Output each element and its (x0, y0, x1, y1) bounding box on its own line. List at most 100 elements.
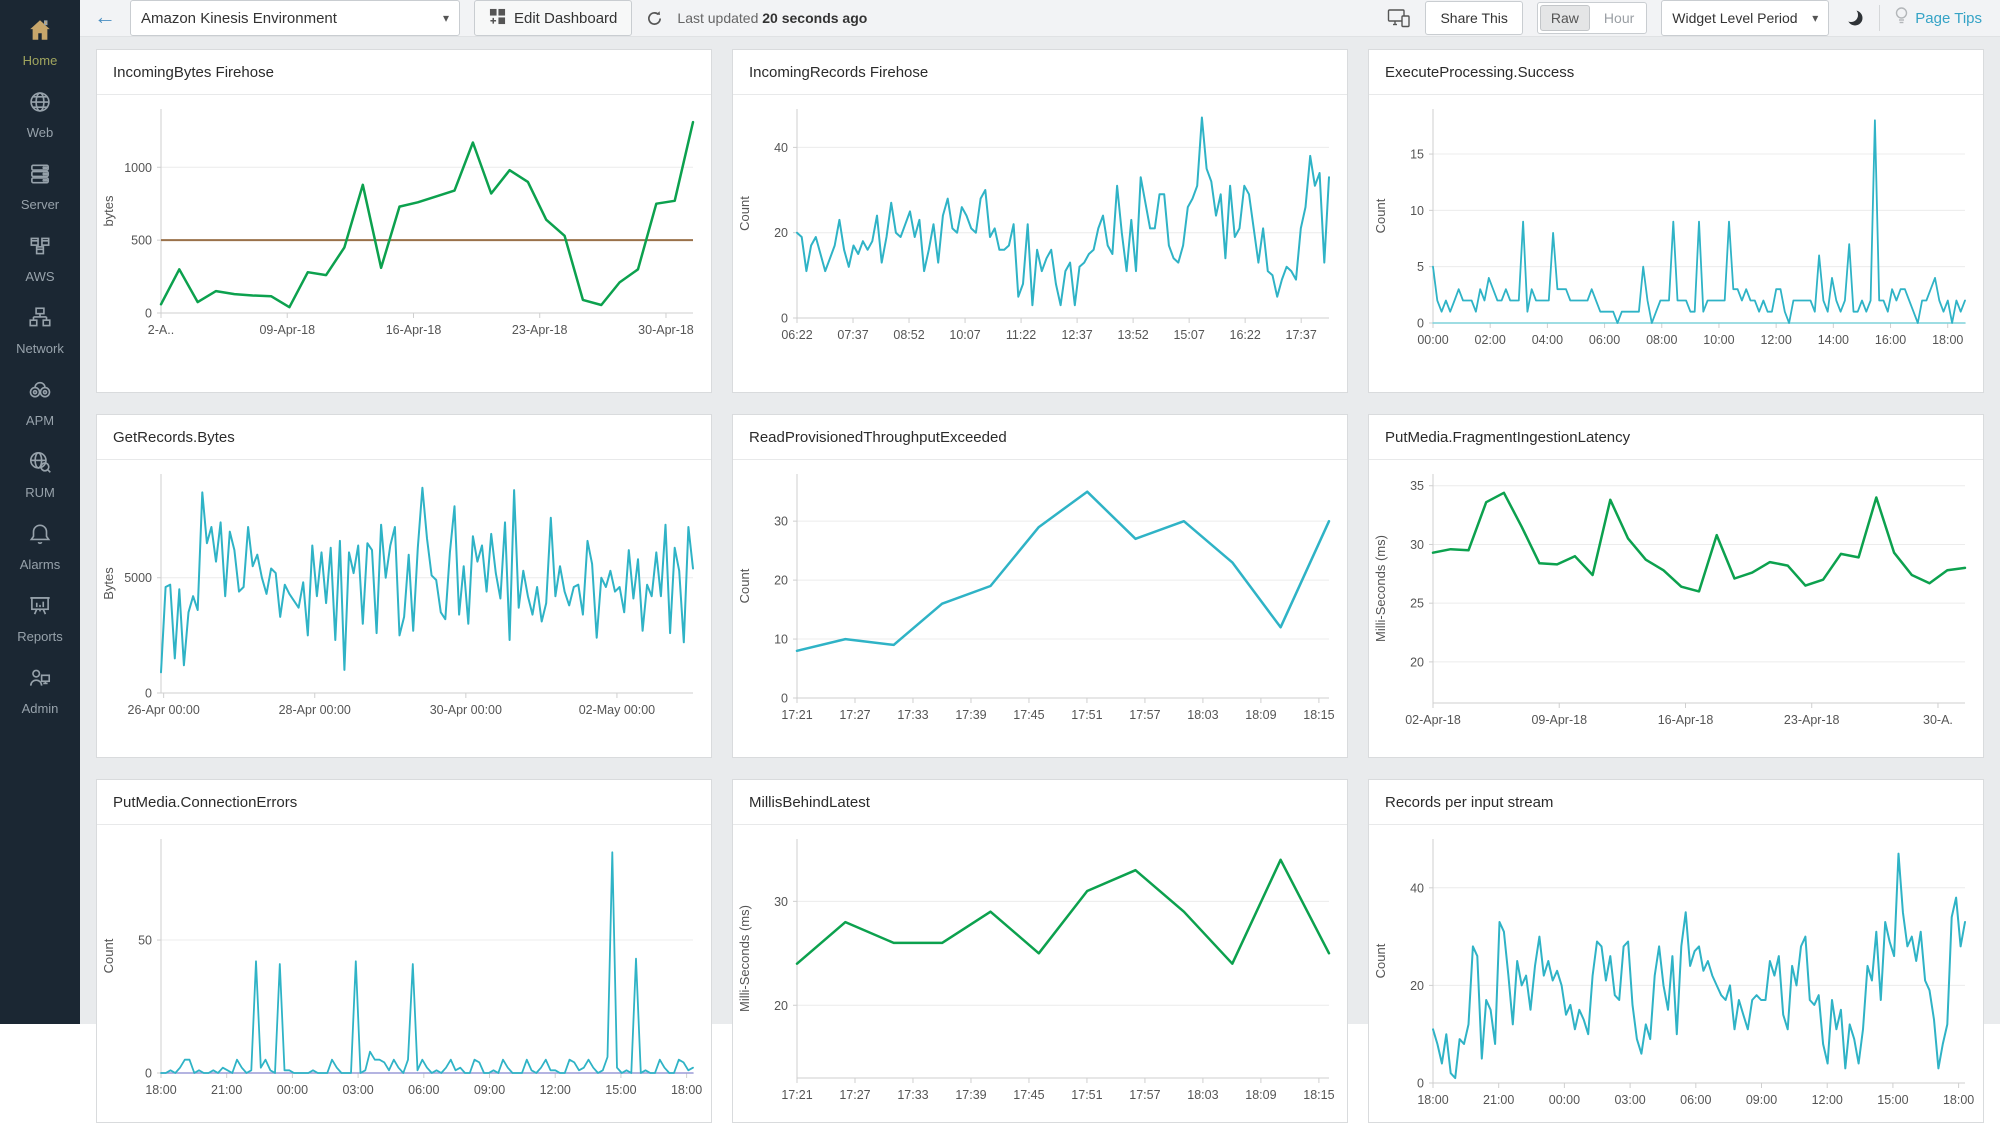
grid-plus-icon (489, 8, 506, 29)
widget-incomingrecords-firehose: IncomingRecords Firehose 0 20 40 06:22 07:37… (732, 49, 1348, 393)
presentation-icon (27, 593, 53, 624)
sidebar-item-label: AWS (25, 268, 55, 284)
svg-text:12:00: 12:00 (1760, 333, 1791, 347)
bulb-icon (1894, 6, 1909, 30)
svg-text:04:00: 04:00 (1532, 333, 1563, 347)
widget-level-period-value: Widget Level Period (1672, 10, 1798, 26)
edit-dashboard-label: Edit Dashboard (514, 9, 618, 27)
back-arrow-icon[interactable]: ← (94, 4, 116, 29)
svg-text:30: 30 (774, 895, 788, 909)
svg-text:18:03: 18:03 (1187, 708, 1218, 722)
svg-text:35: 35 (1410, 479, 1424, 493)
svg-text:06:00: 06:00 (1589, 333, 1620, 347)
svg-text:07:37: 07:37 (837, 328, 868, 342)
line-chart[interactable]: 0 500 1000 2-A.. 09-Apr-18 16-Apr-18 23-Apr-18… (97, 95, 711, 392)
svg-text:16-Apr-18: 16-Apr-18 (386, 323, 442, 337)
dashboard-selector-value: Amazon Kinesis Environment (141, 9, 337, 27)
svg-text:17:21: 17:21 (781, 708, 812, 722)
svg-text:17:39: 17:39 (955, 1088, 986, 1102)
svg-text:17:33: 17:33 (897, 1088, 928, 1102)
widget-title: GetRecords.Bytes (97, 415, 711, 460)
svg-text:23-Apr-18: 23-Apr-18 (1784, 713, 1840, 727)
svg-text:17:51: 17:51 (1071, 1088, 1102, 1102)
svg-text:16:00: 16:00 (1875, 333, 1906, 347)
svg-text:18:09: 18:09 (1245, 1088, 1276, 1102)
svg-text:11:22: 11:22 (1006, 328, 1036, 342)
line-chart[interactable]: 0 50 18:00 21:00 00:00 03:00 06:00 09:00 12:00 15… (97, 825, 711, 1122)
svg-text:03:00: 03:00 (342, 1083, 373, 1097)
svg-text:10:07: 10:07 (949, 328, 980, 342)
svg-text:15:00: 15:00 (605, 1083, 636, 1097)
aws-cubes-icon (27, 233, 53, 264)
divider (1879, 5, 1881, 31)
edit-dashboard-button[interactable]: Edit Dashboard (474, 0, 633, 36)
svg-text:0: 0 (145, 1067, 152, 1081)
devices-icon[interactable] (1387, 8, 1411, 28)
sidebar-item-apm[interactable]: APM (0, 366, 80, 438)
svg-text:17:45: 17:45 (1013, 1088, 1044, 1102)
svg-text:16-Apr-18: 16-Apr-18 (1658, 713, 1714, 727)
svg-text:09-Apr-18: 09-Apr-18 (1531, 713, 1587, 727)
line-chart[interactable]: 0 5 10 15 00:00 02:00 04:00 06:00 08:00 10:00 12:0… (1369, 95, 1983, 392)
svg-text:15:07: 15:07 (1173, 328, 1204, 342)
sidebar-item-web[interactable]: Web (0, 78, 80, 150)
sidebar-item-admin[interactable]: Admin (0, 654, 80, 726)
svg-text:00:00: 00:00 (277, 1083, 308, 1097)
widget-getrecords-bytes: GetRecords.Bytes 0 5000 26-Apr 00:00 28-Apr… (96, 414, 712, 758)
svg-text:02-May 00:00: 02-May 00:00 (579, 703, 655, 717)
line-chart[interactable]: 0 20 40 18:00 21:00 00:00 03:00 06:00 09:00 12:00… (1369, 825, 1983, 1122)
moon-icon[interactable] (1843, 7, 1865, 29)
sidebar-item-reports[interactable]: Reports (0, 582, 80, 654)
svg-text:0: 0 (1417, 317, 1424, 331)
svg-text:16:22: 16:22 (1230, 328, 1261, 342)
svg-text:20: 20 (774, 999, 788, 1013)
svg-text:18:15: 18:15 (1303, 1088, 1334, 1102)
svg-text:20: 20 (1410, 655, 1424, 669)
svg-text:5: 5 (1417, 260, 1424, 274)
svg-text:09-Apr-18: 09-Apr-18 (259, 323, 315, 337)
admin-user-icon (27, 665, 53, 696)
svg-text:17:45: 17:45 (1013, 708, 1044, 722)
svg-text:02:00: 02:00 (1475, 333, 1506, 347)
svg-text:18:00: 18:00 (1932, 333, 1963, 347)
refresh-icon[interactable] (646, 10, 663, 27)
sidebar-item-alarms[interactable]: Alarms (0, 510, 80, 582)
sidebar-item-label: Web (26, 124, 54, 140)
line-chart[interactable]: 0 10 20 30 17:21 17:27 17:33 17:39 17:45 17:51 17:… (733, 460, 1347, 757)
svg-text:26-Apr 00:00: 26-Apr 00:00 (128, 703, 200, 717)
svg-text:2-A..: 2-A.. (148, 323, 174, 337)
svg-text:40: 40 (774, 141, 788, 155)
svg-text:17:27: 17:27 (839, 1088, 870, 1102)
svg-text:12:00: 12:00 (1812, 1093, 1843, 1107)
svg-text:5000: 5000 (124, 571, 152, 585)
last-updated-text: Last updated 20 seconds ago (677, 10, 868, 26)
sidebar-item-aws[interactable]: AWS (0, 222, 80, 294)
line-chart[interactable]: 0 5000 26-Apr 00:00 28-Apr 00:00 30-Apr 00:0… (97, 460, 711, 757)
share-this-button[interactable]: Share This (1425, 1, 1523, 35)
sidebar-item-network[interactable]: Network (0, 294, 80, 366)
period-toggle: Raw Hour (1536, 2, 1648, 34)
toggle-raw[interactable]: Raw (1539, 5, 1590, 31)
widget-title: ExecuteProcessing.Success (1369, 50, 1983, 95)
sidebar-item-home[interactable]: Home (0, 6, 80, 78)
svg-text:00:00: 00:00 (1549, 1093, 1580, 1107)
sidebar-item-label: Alarms (19, 556, 61, 572)
toggle-hour[interactable]: Hour (1603, 10, 1635, 26)
svg-text:17:57: 17:57 (1129, 708, 1160, 722)
line-chart[interactable]: 0 20 40 06:22 07:37 08:52 10:07 11:22 12:37 13:52… (733, 95, 1347, 392)
line-chart[interactable]: 20 25 30 35 02-Apr-18 09-Apr-18 16-Apr-18 23-Ap… (1369, 460, 1983, 757)
svg-text:Count: Count (737, 568, 752, 603)
sidebar-item-rum[interactable]: RUM (0, 438, 80, 510)
dashboard-selector[interactable]: Amazon Kinesis Environment ▾ (130, 0, 460, 36)
sidebar-item-server[interactable]: Server (0, 150, 80, 222)
svg-text:Milli-Seconds (ms): Milli-Seconds (ms) (1373, 535, 1388, 642)
svg-text:18:00: 18:00 (1943, 1093, 1974, 1107)
page-tips-link[interactable]: Page Tips (1894, 6, 1982, 30)
svg-text:15:00: 15:00 (1877, 1093, 1908, 1107)
svg-text:21:00: 21:00 (1483, 1093, 1514, 1107)
widget-level-period-select[interactable]: Widget Level Period ▾ (1661, 0, 1830, 36)
svg-text:0: 0 (145, 307, 152, 321)
svg-text:bytes: bytes (101, 195, 116, 227)
line-chart[interactable]: 20 30 17:21 17:27 17:33 17:39 17:45 17:51 17:57 1… (733, 825, 1347, 1122)
